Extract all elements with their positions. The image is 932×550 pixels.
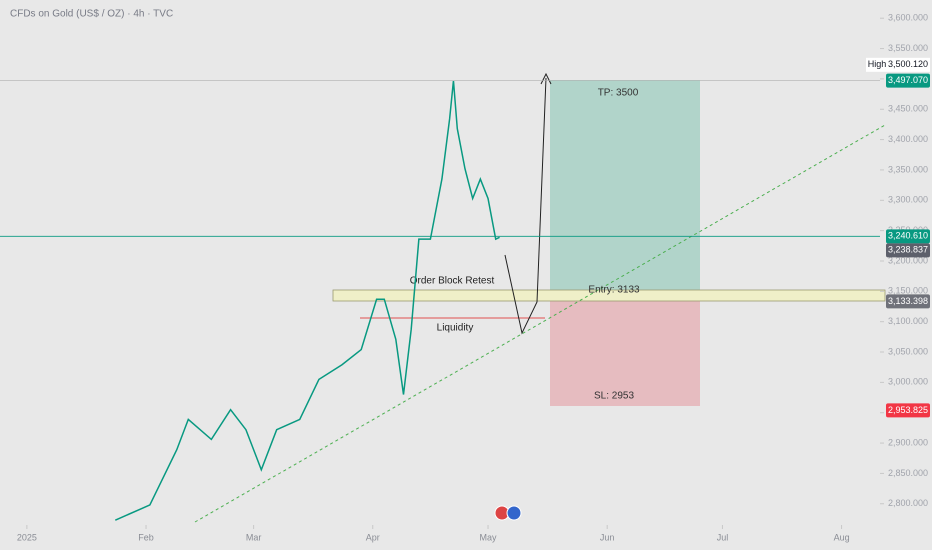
sl-label: SL: 2953 [594,391,634,402]
y-tick-label: 2,800.000 [888,498,928,508]
high-label: High [868,59,887,69]
x-tick-label: 2025 [17,532,37,542]
y-tick-label: 3,400.000 [888,134,928,144]
price-tag-label: 3,497.070 [888,75,928,85]
price-line [114,80,500,521]
y-tick-label: 3,150.000 [888,286,928,296]
y-tick-label: 3,450.000 [888,104,928,114]
stop-loss-zone [550,298,700,406]
event-icon[interactable] [506,505,522,521]
entry-label: Entry: 3133 [588,285,640,296]
y-tick-label: 3,200.000 [888,255,928,265]
price-tag-label: 2,953.825 [888,405,928,415]
trend-line [194,124,886,523]
chart-title: CFDs on Gold (US$ / OZ) · 4h · TVC [10,9,173,20]
take-profit-zone [550,80,700,298]
price-tag-label: 3,238.837 [888,245,928,255]
order-block-zone [332,289,886,302]
price-tag [886,243,930,258]
x-tick-label: Feb [138,532,154,542]
y-tick-label: 3,100.000 [888,316,928,326]
price-tag [886,403,930,418]
y-tick-label: 2,900.000 [888,437,928,447]
x-tick-label: Jun [600,532,615,542]
y-tick-label: 3,050.000 [888,346,928,356]
price-tag-label: 3,240.610 [888,231,928,241]
price-tag [886,294,930,309]
price-tag [886,73,930,88]
liquidity-label: Liquidity [437,323,474,334]
y-tick-label: 3,000.000 [888,377,928,387]
y-tick-label: 2,850.000 [888,468,928,478]
x-tick-label: Mar [246,532,262,542]
high-tag [866,57,930,72]
x-tick-label: Jul [717,532,729,542]
x-tick-label: May [480,532,498,542]
high-value: 3,500.120 [888,59,928,69]
x-tick-label: Apr [366,532,380,542]
x-tick-label: Aug [834,532,850,542]
price-tag-label: 3,133.398 [888,296,928,306]
y-tick-label: 3,550.000 [888,43,928,53]
y-tick-label: 3,350.000 [888,164,928,174]
tp-label: TP: 3500 [598,88,639,99]
y-tick-label: 3,300.000 [888,195,928,205]
order-block-label: Order Block Retest [410,276,495,287]
projection-path [504,77,547,335]
price-tag [886,229,930,244]
y-tick-label: 3,600.000 [888,13,928,23]
